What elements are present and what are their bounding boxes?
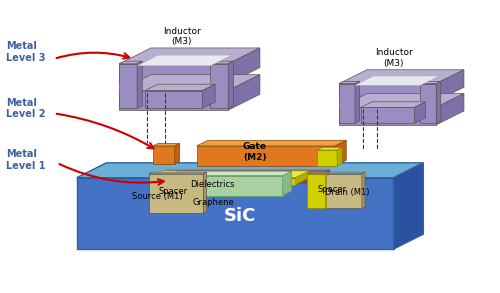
Text: Metal
Level 2: Metal Level 2 bbox=[6, 98, 46, 119]
Polygon shape bbox=[174, 144, 180, 164]
Polygon shape bbox=[149, 174, 204, 213]
Polygon shape bbox=[167, 171, 180, 185]
Polygon shape bbox=[339, 81, 359, 84]
Polygon shape bbox=[318, 150, 337, 166]
Polygon shape bbox=[153, 144, 180, 146]
Polygon shape bbox=[145, 84, 215, 91]
Polygon shape bbox=[228, 75, 260, 110]
Polygon shape bbox=[278, 171, 310, 178]
Polygon shape bbox=[362, 172, 365, 208]
Text: Spacer: Spacer bbox=[318, 185, 346, 194]
Polygon shape bbox=[436, 93, 464, 125]
Text: Source (M1): Source (M1) bbox=[132, 192, 182, 201]
Polygon shape bbox=[361, 107, 414, 123]
Polygon shape bbox=[137, 61, 142, 108]
Polygon shape bbox=[414, 102, 426, 123]
Polygon shape bbox=[339, 93, 464, 107]
Polygon shape bbox=[151, 170, 330, 178]
Polygon shape bbox=[76, 178, 394, 249]
Polygon shape bbox=[149, 171, 180, 178]
Polygon shape bbox=[204, 172, 206, 213]
Polygon shape bbox=[308, 172, 365, 174]
Text: Graphene: Graphene bbox=[192, 197, 234, 207]
Polygon shape bbox=[120, 64, 228, 84]
Polygon shape bbox=[394, 163, 424, 249]
Polygon shape bbox=[339, 107, 436, 125]
Text: Gate
(M2): Gate (M2) bbox=[243, 142, 267, 162]
Polygon shape bbox=[202, 84, 215, 108]
Polygon shape bbox=[149, 172, 206, 174]
Polygon shape bbox=[436, 70, 464, 101]
Polygon shape bbox=[169, 171, 292, 176]
Polygon shape bbox=[120, 61, 142, 64]
Polygon shape bbox=[196, 140, 346, 146]
Polygon shape bbox=[420, 84, 436, 123]
Text: Metal
Level 1: Metal Level 1 bbox=[6, 149, 46, 171]
Polygon shape bbox=[308, 174, 326, 208]
Polygon shape bbox=[296, 171, 310, 185]
Polygon shape bbox=[196, 146, 335, 166]
Text: Inductor
(M3): Inductor (M3) bbox=[163, 27, 200, 46]
Polygon shape bbox=[339, 84, 355, 123]
Text: Dielectrics: Dielectrics bbox=[190, 180, 234, 189]
Polygon shape bbox=[145, 91, 203, 108]
Polygon shape bbox=[149, 178, 167, 185]
Text: Drain (M1): Drain (M1) bbox=[326, 188, 370, 197]
Polygon shape bbox=[308, 173, 326, 174]
Polygon shape bbox=[210, 61, 234, 64]
Polygon shape bbox=[120, 48, 260, 64]
Polygon shape bbox=[355, 81, 360, 123]
Polygon shape bbox=[436, 81, 440, 123]
Polygon shape bbox=[420, 81, 440, 84]
Polygon shape bbox=[210, 64, 228, 108]
Polygon shape bbox=[337, 147, 342, 166]
Polygon shape bbox=[318, 147, 342, 150]
Polygon shape bbox=[339, 70, 464, 84]
Polygon shape bbox=[76, 163, 424, 178]
Polygon shape bbox=[120, 64, 137, 108]
Polygon shape bbox=[169, 176, 282, 195]
Polygon shape bbox=[153, 146, 174, 164]
Polygon shape bbox=[339, 84, 436, 101]
Text: Metal
Level 3: Metal Level 3 bbox=[6, 41, 46, 63]
Polygon shape bbox=[120, 75, 260, 91]
Text: Inductor
(M3): Inductor (M3) bbox=[375, 48, 412, 68]
Polygon shape bbox=[335, 140, 346, 166]
Polygon shape bbox=[120, 91, 228, 110]
Polygon shape bbox=[151, 178, 314, 183]
Polygon shape bbox=[361, 102, 426, 107]
Polygon shape bbox=[228, 48, 260, 84]
Text: SiC: SiC bbox=[224, 207, 256, 225]
Polygon shape bbox=[278, 178, 295, 185]
Polygon shape bbox=[355, 76, 439, 85]
Polygon shape bbox=[137, 55, 232, 66]
Polygon shape bbox=[308, 174, 362, 208]
Polygon shape bbox=[228, 61, 234, 108]
Polygon shape bbox=[282, 171, 292, 195]
Text: Spacer: Spacer bbox=[159, 187, 188, 196]
Polygon shape bbox=[314, 170, 330, 183]
